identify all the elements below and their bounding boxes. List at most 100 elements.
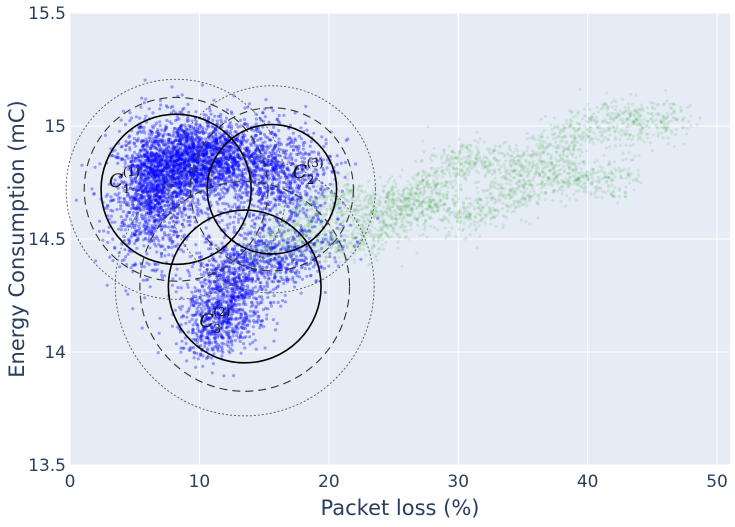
blue-point	[254, 297, 258, 301]
blue-point	[312, 131, 316, 135]
blue-point	[252, 171, 256, 175]
blue-point	[225, 108, 229, 112]
blue-point	[144, 142, 148, 146]
blue-point	[133, 232, 137, 237]
blue-point	[109, 199, 113, 203]
blue-point	[157, 183, 161, 187]
blue-point	[107, 225, 111, 229]
blue-point	[202, 181, 206, 185]
blue-point	[132, 223, 136, 228]
blue-point	[151, 111, 155, 115]
blue-point	[153, 236, 157, 240]
blue-point	[251, 168, 255, 172]
blue-point	[139, 158, 143, 162]
blue-point	[165, 125, 169, 129]
blue-point	[154, 229, 158, 233]
blue-point	[142, 148, 146, 152]
blue-point	[153, 194, 157, 198]
blue-point	[173, 195, 177, 199]
blue-point	[195, 212, 199, 216]
blue-point	[256, 277, 260, 281]
blue-point	[175, 152, 179, 156]
blue-point	[124, 143, 128, 147]
blue-point	[80, 163, 84, 167]
blue-point	[250, 300, 254, 304]
blue-point	[160, 192, 164, 196]
blue-point	[279, 304, 283, 308]
blue-point	[186, 219, 190, 223]
blue-point	[166, 155, 170, 159]
blue-point	[172, 233, 176, 237]
blue-point	[119, 204, 123, 208]
blue-point	[196, 206, 200, 210]
blue-point	[155, 154, 159, 158]
blue-point	[155, 173, 159, 177]
blue-point	[150, 204, 154, 208]
blue-point	[286, 176, 290, 180]
blue-point	[154, 130, 158, 134]
blue-point	[227, 147, 231, 151]
blue-point	[146, 156, 150, 160]
blue-point	[202, 270, 206, 274]
blue-point	[209, 145, 213, 149]
blue-point	[248, 335, 252, 339]
blue-point	[252, 180, 256, 184]
blue-point	[172, 169, 176, 173]
blue-point	[124, 185, 128, 189]
blue-point	[137, 173, 141, 177]
blue-point	[161, 169, 166, 173]
blue-point	[155, 268, 159, 272]
blue-point	[254, 160, 258, 164]
blue-point	[212, 98, 216, 102]
blue-point	[134, 180, 138, 184]
blue-point	[142, 183, 146, 187]
blue-point	[173, 208, 177, 213]
blue-point	[175, 195, 179, 199]
blue-point	[210, 356, 214, 360]
blue-point	[149, 159, 153, 163]
blue-point	[339, 161, 343, 165]
blue-point	[153, 173, 157, 177]
blue-point	[159, 169, 163, 173]
blue-point	[199, 281, 203, 285]
blue-point	[295, 190, 299, 194]
blue-point	[93, 259, 98, 263]
blue-point	[251, 159, 255, 163]
blue-point	[103, 133, 107, 137]
blue-point	[196, 357, 200, 361]
blue-point	[139, 124, 143, 128]
blue-point	[214, 243, 218, 247]
blue-point	[281, 299, 285, 303]
blue-point	[260, 287, 264, 292]
blue-point	[189, 171, 193, 175]
blue-point	[273, 202, 277, 206]
blue-point	[299, 126, 303, 130]
blue-point	[204, 113, 208, 117]
blue-point	[143, 174, 147, 178]
blue-point	[106, 240, 110, 245]
blue-point	[164, 225, 168, 229]
blue-point	[157, 174, 161, 178]
blue-point	[238, 189, 242, 193]
blue-point	[171, 104, 175, 109]
blue-point	[194, 119, 198, 123]
blue-point	[142, 172, 146, 177]
blue-point	[181, 196, 185, 201]
blue-point	[187, 270, 191, 275]
blue-point	[162, 204, 167, 208]
blue-point	[178, 277, 182, 281]
blue-point	[217, 220, 221, 224]
blue-point	[117, 191, 121, 195]
blue-point	[161, 151, 165, 155]
blue-point	[216, 147, 220, 151]
blue-point	[169, 156, 173, 160]
blue-point	[135, 188, 139, 192]
blue-point	[233, 159, 237, 163]
blue-point	[211, 362, 215, 366]
blue-point	[128, 111, 132, 115]
blue-point	[174, 202, 178, 206]
blue-point	[155, 199, 159, 203]
blue-point	[169, 105, 173, 110]
blue-point	[184, 213, 188, 217]
blue-point	[236, 167, 240, 171]
